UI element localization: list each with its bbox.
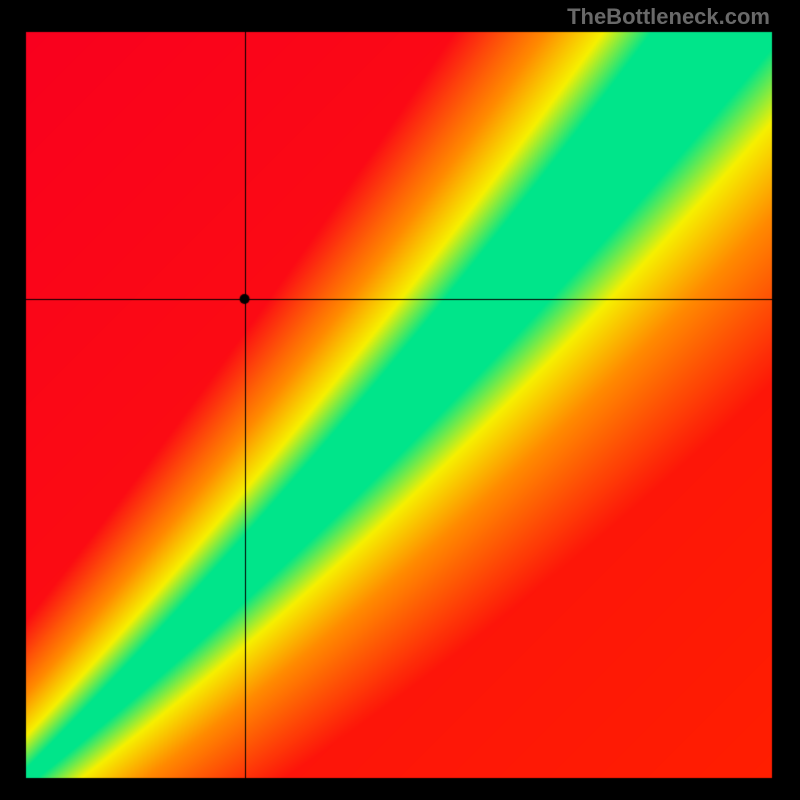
heatmap-canvas [0, 0, 800, 800]
chart-container: TheBottleneck.com [0, 0, 800, 800]
watermark-text: TheBottleneck.com [567, 4, 770, 30]
